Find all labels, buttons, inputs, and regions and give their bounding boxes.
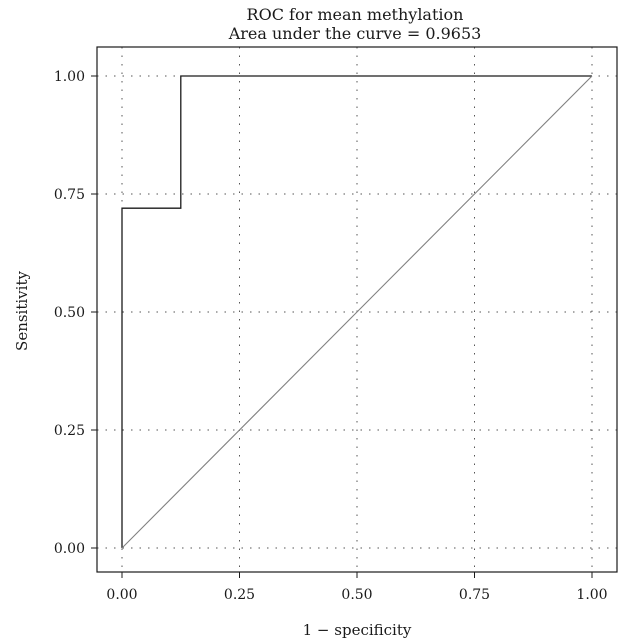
y-tick-label-3: 0.75 <box>54 187 85 203</box>
x-axis-label: 1 − specificity <box>303 621 412 639</box>
x-tick-label-2: 0.50 <box>341 587 372 603</box>
chart-title: ROC for mean methylation <box>247 5 464 24</box>
reference-diagonal-line <box>121 75 593 549</box>
grid <box>97 47 617 572</box>
x-tick-label-3: 0.75 <box>459 587 490 603</box>
plot-frame <box>96 46 618 573</box>
y-tick-label-4: 1.00 <box>54 69 85 85</box>
y-tick-label-2: 0.50 <box>54 305 85 321</box>
y-tick-label-1: 0.25 <box>54 423 85 439</box>
series-group <box>121 75 593 549</box>
x-tick-label-0: 0.00 <box>106 587 137 603</box>
chart-subtitle: Area under the curve = 0.9653 <box>228 24 482 43</box>
y-tick-label-0: 0.00 <box>54 541 85 557</box>
roc-curve-line <box>121 75 592 548</box>
y-axis-label: Sensitivity <box>13 271 31 351</box>
axis-ticks: 0.00 0.25 0.50 0.75 1.00 0.00 0.25 0.50 0.75 1.00 <box>54 69 608 603</box>
x-tick-label-4: 1.00 <box>576 587 607 603</box>
x-tick-label-1: 0.25 <box>224 587 255 603</box>
